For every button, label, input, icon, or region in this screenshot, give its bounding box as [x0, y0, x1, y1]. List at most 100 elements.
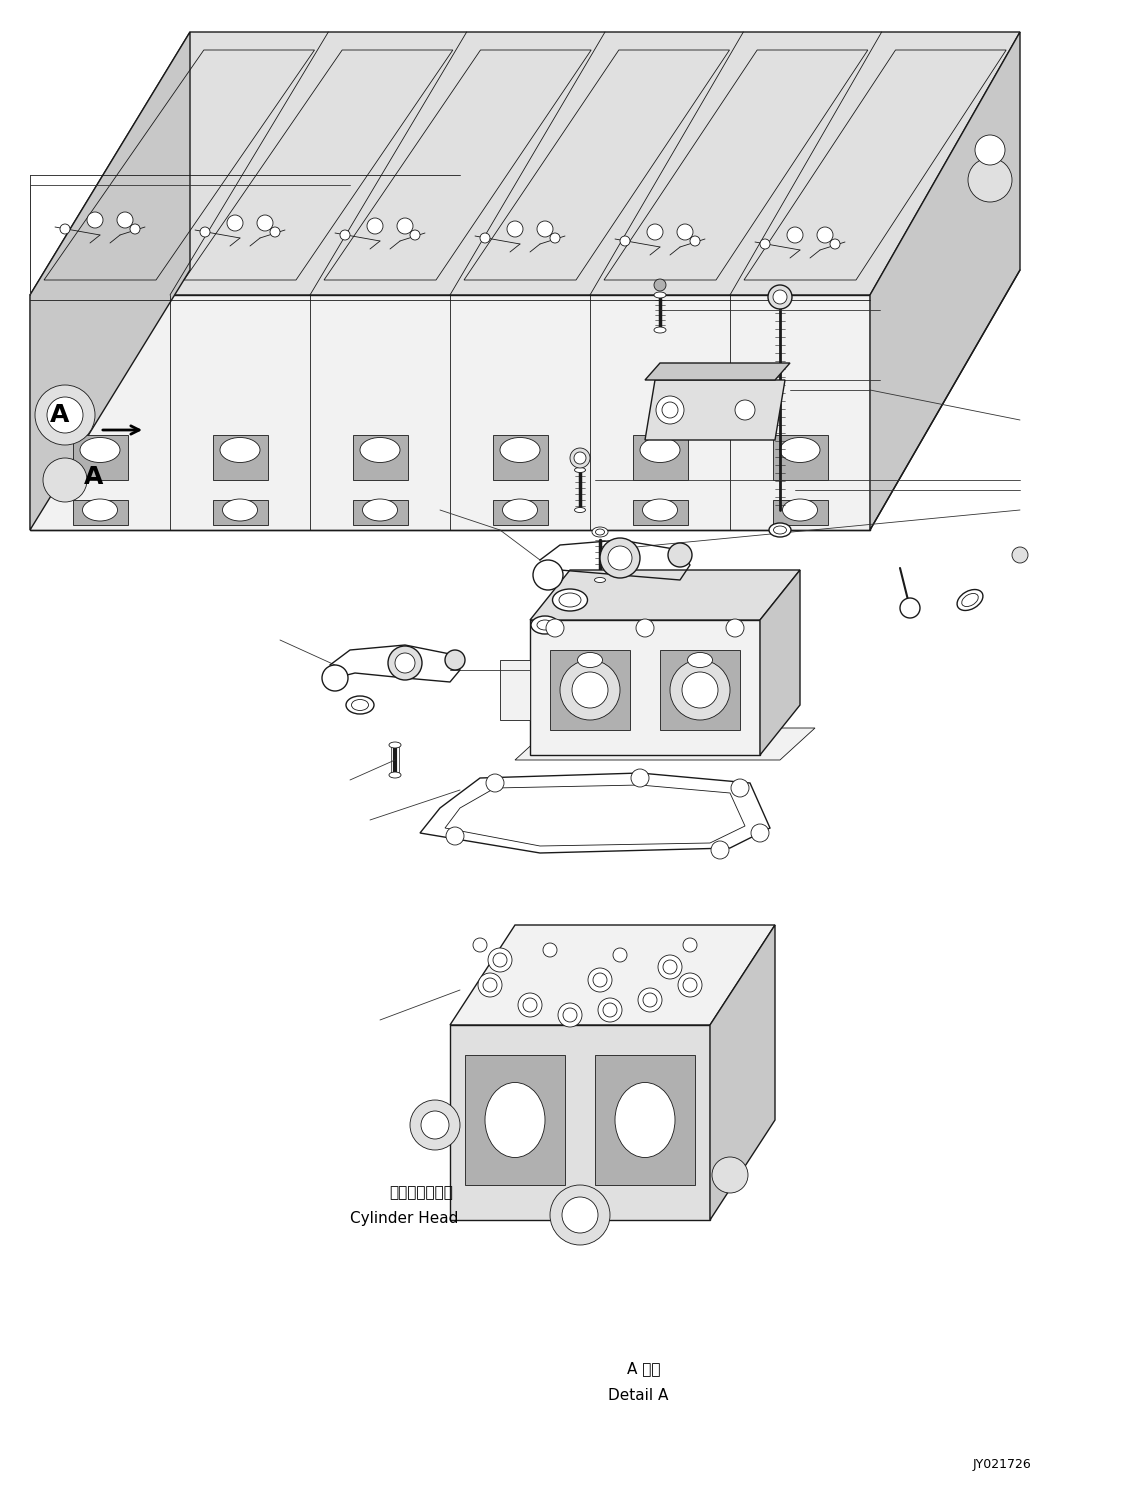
- Polygon shape: [500, 661, 530, 720]
- Circle shape: [1011, 547, 1029, 564]
- Ellipse shape: [592, 526, 608, 537]
- Polygon shape: [870, 31, 1021, 529]
- Ellipse shape: [390, 743, 401, 748]
- Text: Detail A: Detail A: [607, 1388, 669, 1403]
- Polygon shape: [450, 924, 775, 1024]
- Circle shape: [533, 561, 563, 590]
- Circle shape: [550, 1185, 611, 1245]
- Polygon shape: [645, 380, 785, 440]
- Ellipse shape: [957, 589, 983, 610]
- Circle shape: [478, 974, 502, 997]
- Circle shape: [613, 948, 626, 962]
- Bar: [632, 435, 688, 480]
- Circle shape: [445, 650, 465, 669]
- Polygon shape: [530, 570, 800, 620]
- Circle shape: [647, 224, 663, 240]
- Circle shape: [543, 942, 557, 957]
- Ellipse shape: [574, 507, 585, 513]
- Bar: [213, 499, 268, 525]
- Circle shape: [620, 236, 630, 246]
- Ellipse shape: [352, 699, 369, 711]
- Circle shape: [410, 230, 420, 240]
- Circle shape: [711, 841, 729, 859]
- Circle shape: [572, 672, 608, 708]
- Bar: [352, 499, 408, 525]
- Circle shape: [560, 661, 620, 720]
- Bar: [659, 650, 740, 731]
- Circle shape: [735, 400, 755, 420]
- Polygon shape: [645, 362, 790, 380]
- Circle shape: [227, 215, 243, 231]
- Polygon shape: [760, 570, 800, 754]
- Circle shape: [117, 212, 133, 228]
- Circle shape: [47, 397, 83, 432]
- Bar: [772, 435, 828, 480]
- Polygon shape: [30, 31, 190, 529]
- Circle shape: [636, 619, 654, 637]
- Text: A: A: [50, 403, 69, 426]
- Circle shape: [654, 279, 666, 291]
- Circle shape: [631, 769, 649, 787]
- Circle shape: [473, 938, 487, 951]
- Ellipse shape: [642, 499, 678, 520]
- Ellipse shape: [346, 696, 374, 714]
- Circle shape: [518, 993, 542, 1017]
- Circle shape: [600, 538, 640, 579]
- Ellipse shape: [595, 577, 606, 583]
- Circle shape: [900, 598, 920, 617]
- Polygon shape: [530, 620, 760, 754]
- Circle shape: [562, 1197, 598, 1233]
- Ellipse shape: [559, 593, 581, 607]
- Ellipse shape: [82, 499, 117, 520]
- Bar: [73, 499, 128, 525]
- Text: JY021726: JY021726: [973, 1458, 1032, 1470]
- Circle shape: [760, 239, 770, 249]
- Circle shape: [130, 224, 140, 234]
- Circle shape: [60, 224, 69, 234]
- Ellipse shape: [769, 523, 790, 537]
- Circle shape: [480, 233, 490, 243]
- Circle shape: [35, 385, 95, 444]
- Ellipse shape: [654, 327, 666, 332]
- Circle shape: [751, 825, 769, 842]
- Circle shape: [663, 960, 677, 974]
- Bar: [465, 1056, 565, 1185]
- Circle shape: [817, 227, 833, 243]
- Bar: [352, 435, 408, 480]
- Circle shape: [644, 993, 657, 1006]
- Text: Cylinder Head: Cylinder Head: [350, 1211, 459, 1226]
- Circle shape: [712, 1157, 748, 1193]
- Circle shape: [322, 665, 349, 690]
- Circle shape: [975, 136, 1005, 166]
- Circle shape: [677, 224, 693, 240]
- Circle shape: [638, 989, 662, 1012]
- Circle shape: [787, 227, 803, 243]
- Circle shape: [690, 236, 700, 246]
- Circle shape: [683, 978, 697, 992]
- Circle shape: [367, 218, 383, 234]
- Circle shape: [830, 239, 839, 249]
- Circle shape: [446, 828, 464, 845]
- Circle shape: [768, 285, 792, 309]
- Polygon shape: [30, 31, 1021, 295]
- Circle shape: [773, 291, 787, 304]
- Ellipse shape: [222, 499, 257, 520]
- Circle shape: [683, 938, 697, 951]
- Ellipse shape: [577, 653, 603, 668]
- Circle shape: [682, 672, 718, 708]
- Circle shape: [667, 543, 693, 567]
- Ellipse shape: [654, 292, 666, 298]
- Circle shape: [731, 778, 749, 798]
- Circle shape: [523, 997, 536, 1012]
- Ellipse shape: [615, 1082, 675, 1157]
- Circle shape: [574, 452, 585, 464]
- Circle shape: [486, 774, 503, 792]
- Circle shape: [421, 1111, 449, 1139]
- Ellipse shape: [80, 437, 120, 462]
- Circle shape: [536, 221, 554, 237]
- Circle shape: [678, 974, 702, 997]
- Ellipse shape: [485, 1082, 544, 1157]
- Bar: [550, 650, 630, 731]
- Circle shape: [87, 212, 103, 228]
- Circle shape: [410, 1100, 460, 1150]
